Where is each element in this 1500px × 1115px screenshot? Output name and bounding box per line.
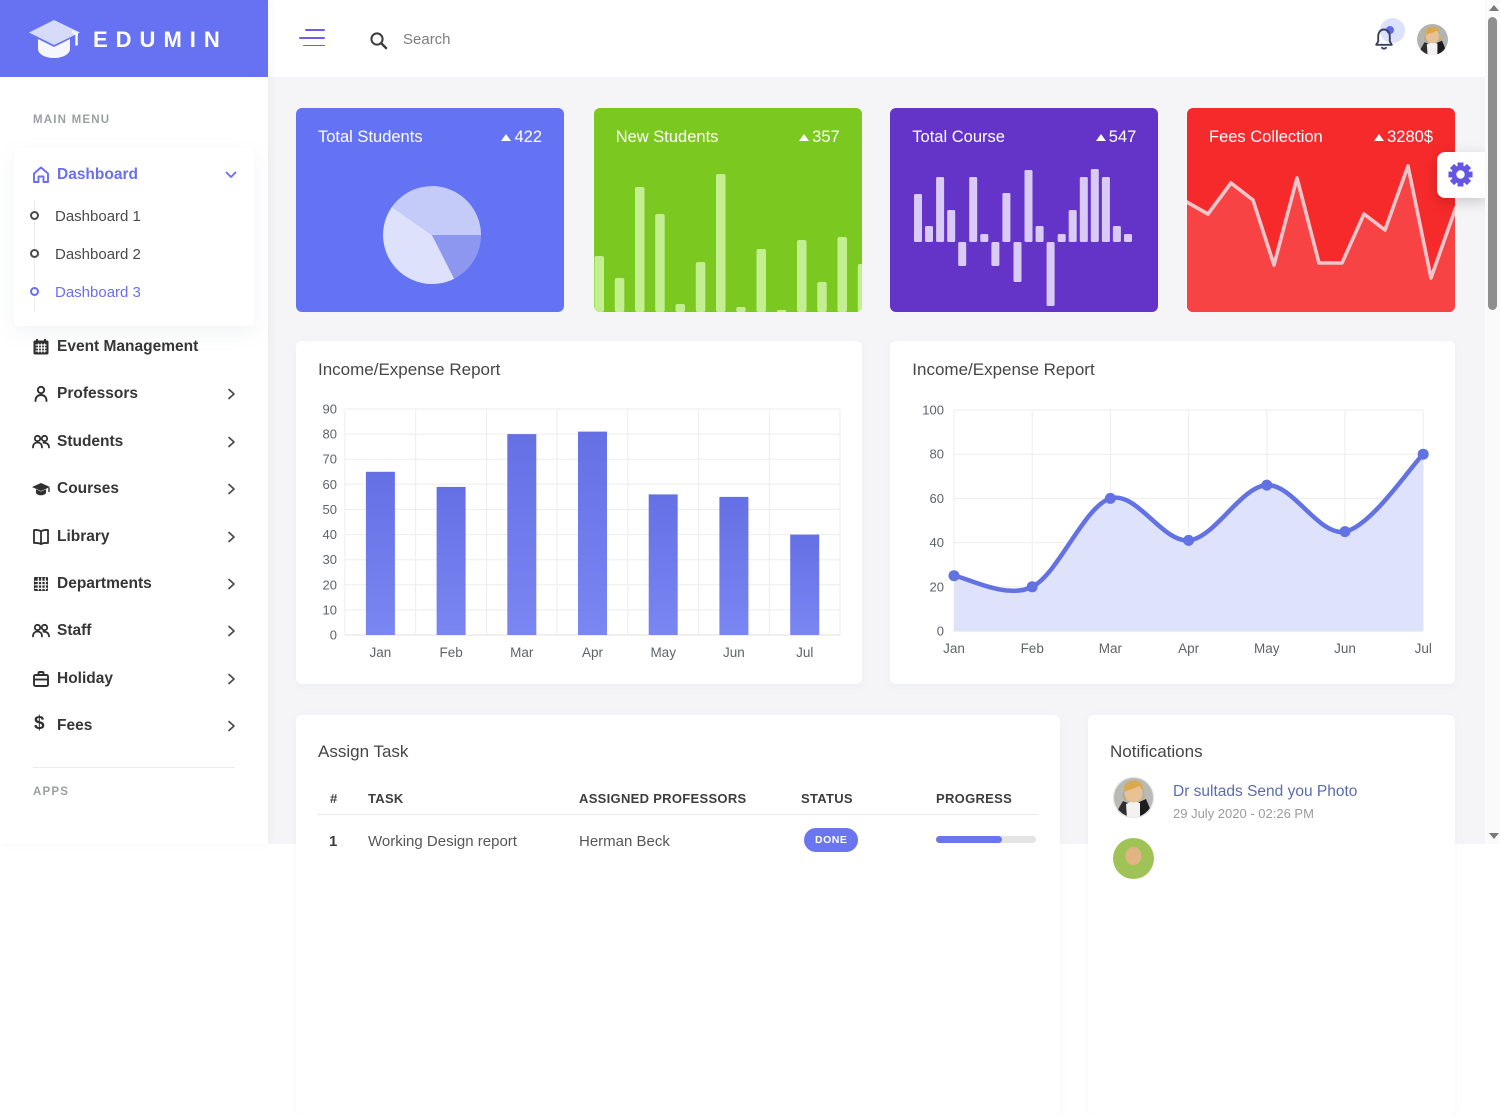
svg-text:Jun: Jun	[723, 645, 745, 660]
svg-text:Jul: Jul	[796, 645, 813, 660]
svg-text:Feb: Feb	[1021, 641, 1044, 656]
svg-text:0: 0	[330, 628, 337, 643]
svg-text:May: May	[1254, 641, 1280, 656]
svg-text:Jun: Jun	[1334, 641, 1356, 656]
svg-text:100: 100	[923, 403, 945, 418]
svg-text:30: 30	[323, 552, 337, 567]
svg-text:60: 60	[930, 491, 944, 506]
svg-text:May: May	[650, 645, 676, 660]
svg-text:Mar: Mar	[510, 645, 534, 660]
svg-text:Jan: Jan	[943, 641, 965, 656]
svg-text:0: 0	[937, 624, 944, 639]
svg-text:20: 20	[323, 577, 337, 592]
svg-text:60: 60	[323, 477, 337, 492]
svg-text:Apr: Apr	[582, 645, 604, 660]
svg-text:70: 70	[323, 452, 337, 467]
svg-text:80: 80	[930, 447, 944, 462]
svg-text:Jan: Jan	[370, 645, 392, 660]
svg-text:50: 50	[323, 502, 337, 517]
svg-text:Feb: Feb	[439, 645, 462, 660]
svg-text:Jul: Jul	[1415, 641, 1432, 656]
svg-text:Mar: Mar	[1099, 641, 1123, 656]
svg-text:40: 40	[930, 535, 944, 550]
svg-text:10: 10	[323, 602, 337, 617]
svg-text:20: 20	[930, 579, 944, 594]
svg-text:40: 40	[323, 527, 337, 542]
svg-text:Apr: Apr	[1178, 641, 1200, 656]
svg-text:90: 90	[323, 402, 337, 417]
svg-text:80: 80	[323, 427, 337, 442]
